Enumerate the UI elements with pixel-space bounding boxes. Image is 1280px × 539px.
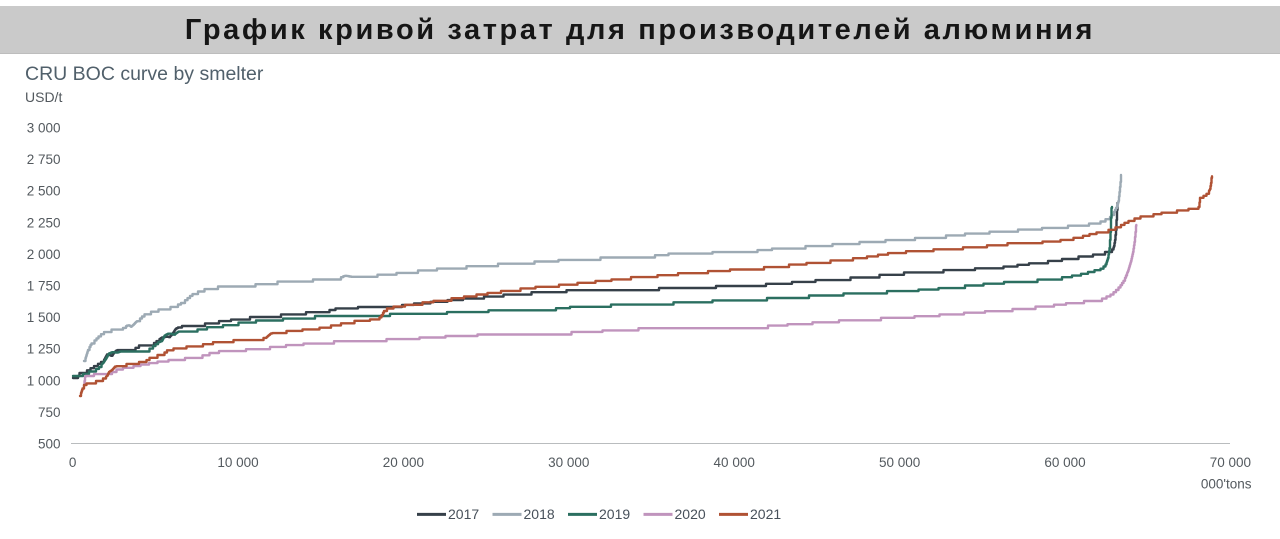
svg-text:2020: 2020 [675, 506, 706, 522]
svg-text:1 750: 1 750 [27, 279, 61, 294]
svg-text:20 000: 20 000 [383, 455, 424, 470]
svg-text:000'tons: 000'tons [1201, 477, 1252, 492]
svg-text:2 000: 2 000 [27, 247, 61, 262]
svg-text:2017: 2017 [448, 506, 479, 522]
svg-text:50 000: 50 000 [879, 455, 920, 470]
svg-text:500: 500 [38, 437, 61, 452]
svg-text:0: 0 [69, 455, 77, 470]
svg-text:3 000: 3 000 [27, 121, 61, 136]
svg-text:2019: 2019 [599, 506, 630, 522]
svg-text:2021: 2021 [750, 506, 781, 522]
svg-text:2 250: 2 250 [27, 215, 61, 230]
svg-text:70 000: 70 000 [1210, 455, 1251, 470]
svg-text:1 000: 1 000 [27, 373, 61, 388]
svg-text:30 000: 30 000 [548, 455, 589, 470]
svg-text:CRU BOC curve by smelter: CRU BOC curve by smelter [25, 63, 264, 85]
svg-text:60 000: 60 000 [1044, 455, 1085, 470]
svg-text:2 750: 2 750 [27, 152, 61, 167]
svg-text:10 000: 10 000 [217, 455, 258, 470]
svg-text:2018: 2018 [524, 506, 555, 522]
svg-text:2 500: 2 500 [27, 184, 61, 199]
svg-text:750: 750 [38, 405, 61, 420]
svg-text:1 250: 1 250 [27, 342, 61, 357]
svg-text:USD/t: USD/t [25, 89, 62, 105]
svg-text:1 500: 1 500 [27, 310, 61, 325]
svg-text:40 000: 40 000 [714, 455, 755, 470]
